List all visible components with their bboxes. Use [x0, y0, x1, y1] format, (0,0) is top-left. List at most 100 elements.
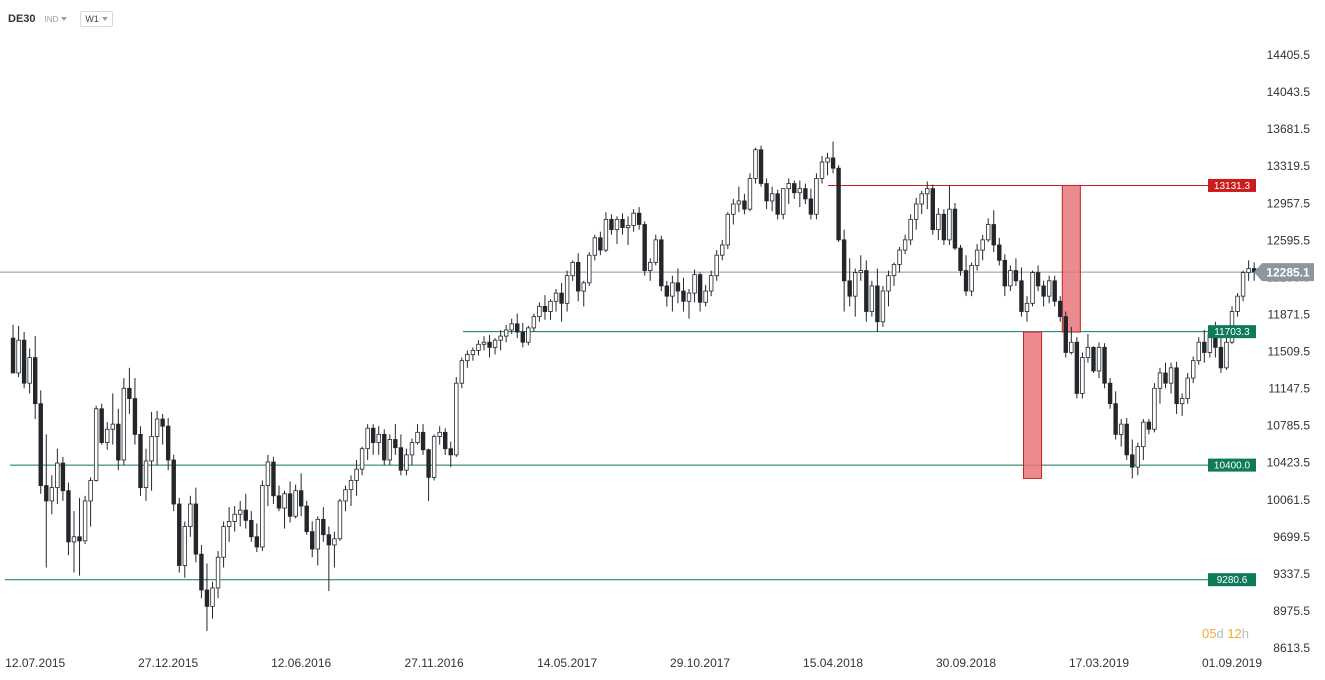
y-tick-label: 12957.5: [1267, 196, 1311, 210]
candle-body-up: [454, 382, 459, 456]
y-tick-label: 8613.5: [1273, 641, 1310, 655]
candle-body-down: [598, 237, 603, 251]
candle-body-up: [121, 387, 127, 461]
candle-body-up: [603, 218, 609, 251]
x-tick-label: 29.10.2017: [670, 656, 730, 670]
candle-body-down: [298, 490, 304, 507]
candle-body-down: [808, 198, 814, 215]
x-tick-label: 14.05.2017: [537, 656, 597, 670]
symbol-label[interactable]: DE30: [8, 13, 36, 25]
x-tick-label: 15.04.2018: [803, 656, 863, 670]
candle-body-down: [559, 292, 564, 304]
candle-body-down: [287, 493, 293, 517]
candle-body-up: [825, 157, 830, 163]
candle-body-up: [348, 480, 354, 491]
candle-body-down: [1058, 300, 1063, 318]
timeframe-dropdown[interactable]: W1: [80, 11, 113, 27]
candle-body-down: [199, 553, 204, 591]
candle-body-down: [952, 208, 958, 249]
y-tick-label: 10061.5: [1267, 493, 1311, 507]
candle-body-up: [919, 193, 924, 205]
candle-body-down: [1146, 421, 1152, 430]
x-tick-label: 17.03.2019: [1069, 656, 1129, 670]
candle-body-up: [459, 360, 465, 384]
candle-body-up: [431, 436, 437, 478]
timeframe-label: W1: [85, 14, 99, 24]
candle-body-up: [853, 272, 858, 297]
candles: [10, 141, 1257, 631]
candle-body-down: [1013, 270, 1019, 282]
x-tick-label: 12.07.2015: [5, 656, 65, 670]
candle-body-down: [742, 200, 747, 210]
candle-body-down: [1019, 280, 1024, 312]
candle-body-up: [154, 418, 160, 437]
candle-body-up: [376, 433, 381, 443]
candle-body-up: [409, 442, 415, 456]
candle-body-down: [847, 280, 852, 297]
candle-body-up: [365, 427, 370, 450]
candle-body-down: [254, 536, 260, 548]
candle-body-down: [1202, 341, 1207, 353]
candle-body-down: [1107, 382, 1113, 405]
y-tick-label: 12595.5: [1267, 233, 1311, 247]
y-tick-label: 13681.5: [1267, 122, 1311, 136]
candle-body-up: [149, 436, 154, 462]
candle-body-down: [542, 306, 548, 312]
candle-body-down: [138, 433, 143, 489]
candle-body-down: [1163, 372, 1168, 384]
candle-body-up: [88, 480, 93, 502]
candle-body-up: [714, 254, 719, 277]
candle-body-down: [875, 285, 880, 323]
candle-body-up: [708, 275, 714, 292]
candle-body-up: [786, 183, 791, 190]
candle-body-down: [1124, 423, 1129, 456]
candle-body-down: [758, 149, 764, 184]
candle-body-up: [819, 161, 825, 179]
candle-body-up: [537, 306, 542, 318]
candle-body-down: [443, 431, 448, 450]
candle-body-up: [670, 282, 675, 297]
candle-body-down: [33, 357, 38, 405]
candle-body-up: [980, 239, 985, 251]
level-badge-label: 13131.3: [1214, 181, 1251, 192]
candle-body-up: [1096, 346, 1102, 372]
candle-body-down: [1102, 346, 1107, 384]
candle-body-down: [830, 157, 836, 169]
candle-body-up: [747, 178, 753, 210]
candle-body-up: [1224, 341, 1229, 369]
candle-body-down: [165, 425, 171, 461]
y-tick-label: 13319.5: [1267, 159, 1311, 173]
countdown-days: 05: [1202, 626, 1217, 641]
chevron-down-icon: [101, 17, 108, 21]
y-tick-label: 11509.5: [1268, 345, 1311, 359]
candle-body-up: [880, 290, 886, 323]
candle-body-up: [82, 500, 88, 542]
candle-body-up: [1152, 387, 1157, 430]
candle-body-up: [553, 292, 559, 302]
y-tick-label: 11147.5: [1268, 382, 1310, 396]
candle-body-down: [393, 439, 398, 449]
candle-body-up: [359, 448, 365, 470]
y-tick-label: 9699.5: [1273, 530, 1310, 544]
candle-body-up: [437, 431, 442, 437]
instrument-type-dropdown[interactable]: IND: [42, 13, 71, 26]
level-badge-label: 9280.6: [1217, 575, 1248, 586]
candle-body-up: [465, 354, 470, 362]
candle-body-up: [1008, 270, 1013, 287]
candle-body-down: [44, 485, 49, 502]
candle-body-up: [736, 200, 742, 205]
candle-body-down: [659, 239, 664, 287]
candle-body-up: [293, 490, 298, 517]
candle-body-up: [265, 461, 271, 486]
level-badge: [1208, 458, 1256, 472]
candle-body-down: [1130, 454, 1135, 468]
candle-body-up: [182, 526, 187, 566]
candle-body-up: [936, 213, 941, 231]
candle-body-up: [869, 285, 875, 312]
candle-body-down: [775, 193, 780, 215]
candle-body-down: [1052, 280, 1057, 302]
candle-body-up: [1085, 346, 1091, 358]
candle-body-up: [55, 462, 60, 489]
highlight-box: [1061, 184, 1081, 333]
